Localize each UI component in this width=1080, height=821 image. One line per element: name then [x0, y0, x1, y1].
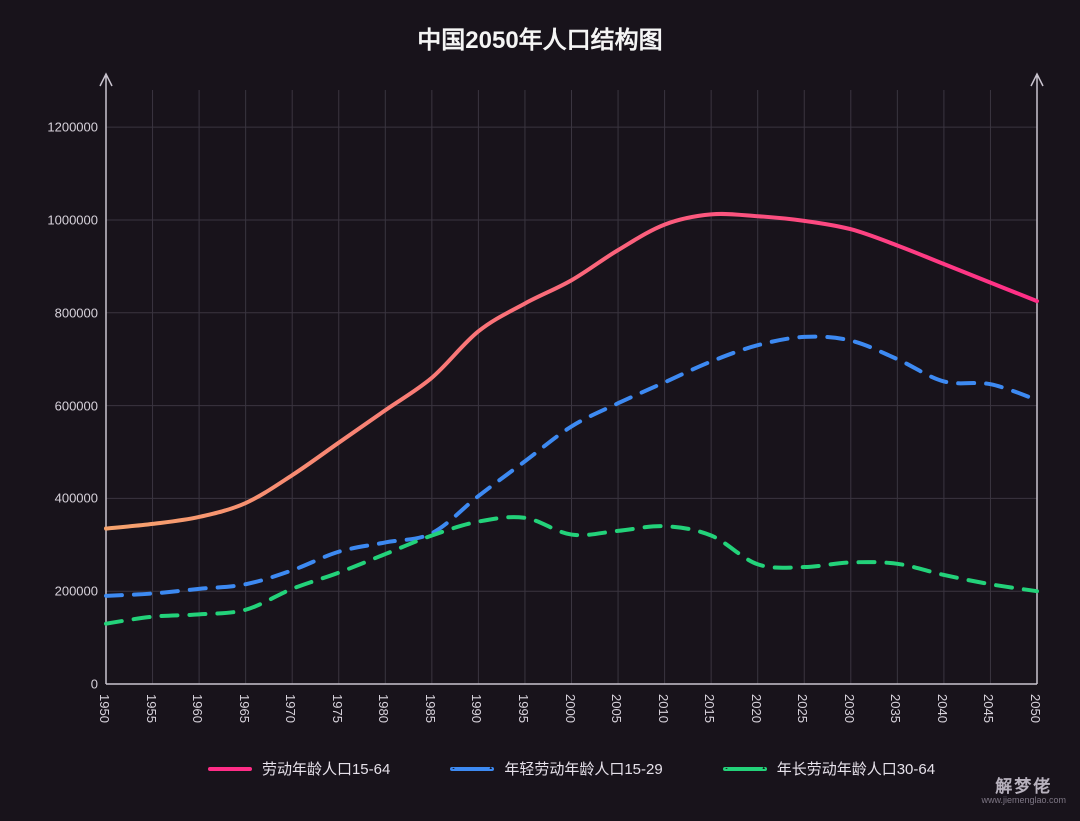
x-tick: 1950: [106, 694, 135, 709]
x-tick: 2045: [990, 694, 1019, 709]
x-tick: 2050: [1037, 694, 1066, 709]
chart-title: 中国2050年人口结构图: [0, 20, 1080, 55]
watermark: 解梦佬 www.jiemenglao.com: [981, 778, 1066, 805]
plot-area: [106, 90, 1037, 684]
y-tick: 1000000: [8, 212, 98, 227]
watermark-url: www.jiemenglao.com: [981, 796, 1066, 805]
legend-label: 年长劳动年龄人口30-64: [777, 758, 935, 779]
y-tick: 1200000: [8, 120, 98, 135]
x-tick: 1975: [339, 694, 368, 709]
plot-svg: [106, 90, 1037, 684]
x-tick: 2010: [665, 694, 694, 709]
x-tick: 1965: [246, 694, 275, 709]
y-tick: 800000: [8, 305, 98, 320]
legend-swatch: [208, 767, 252, 771]
y-tick: 400000: [8, 491, 98, 506]
legend-item-s2: 年轻劳动年龄人口15-29: [450, 758, 662, 779]
x-tick: 1990: [478, 694, 507, 709]
y-tick: 0: [8, 677, 98, 692]
x-tick: 1970: [292, 694, 321, 709]
legend: 劳动年龄人口15-64 年轻劳动年龄人口15-29 年长劳动年龄人口30-64: [106, 758, 1037, 779]
grid: [106, 90, 1037, 684]
x-tick: 2015: [711, 694, 740, 709]
x-tick: 2025: [804, 694, 833, 709]
legend-item-s1: 劳动年龄人口15-64: [208, 758, 390, 779]
legend-swatch: [450, 767, 494, 771]
x-tick: 1995: [525, 694, 554, 709]
legend-item-s3: 年长劳动年龄人口30-64: [723, 758, 935, 779]
x-tick: 2005: [618, 694, 647, 709]
population-chart: 中国2050年人口结构图 0 200000 400000 600000 800000 10…: [0, 0, 1080, 821]
legend-swatch: [723, 767, 767, 771]
y-tick: 600000: [8, 398, 98, 413]
x-tick: 2030: [851, 694, 880, 709]
legend-label: 劳动年龄人口15-64: [262, 758, 390, 779]
watermark-brand: 解梦佬: [981, 778, 1066, 796]
x-tick: 2040: [944, 694, 973, 709]
legend-label: 年轻劳动年龄人口15-29: [504, 758, 662, 779]
x-tick: 2000: [572, 694, 601, 709]
y-tick: 200000: [8, 584, 98, 599]
x-tick: 1980: [385, 694, 414, 709]
x-tick: 2020: [758, 694, 787, 709]
x-tick: 2035: [897, 694, 926, 709]
x-tick: 1985: [432, 694, 461, 709]
x-tick: 1955: [153, 694, 182, 709]
x-tick: 1960: [199, 694, 228, 709]
